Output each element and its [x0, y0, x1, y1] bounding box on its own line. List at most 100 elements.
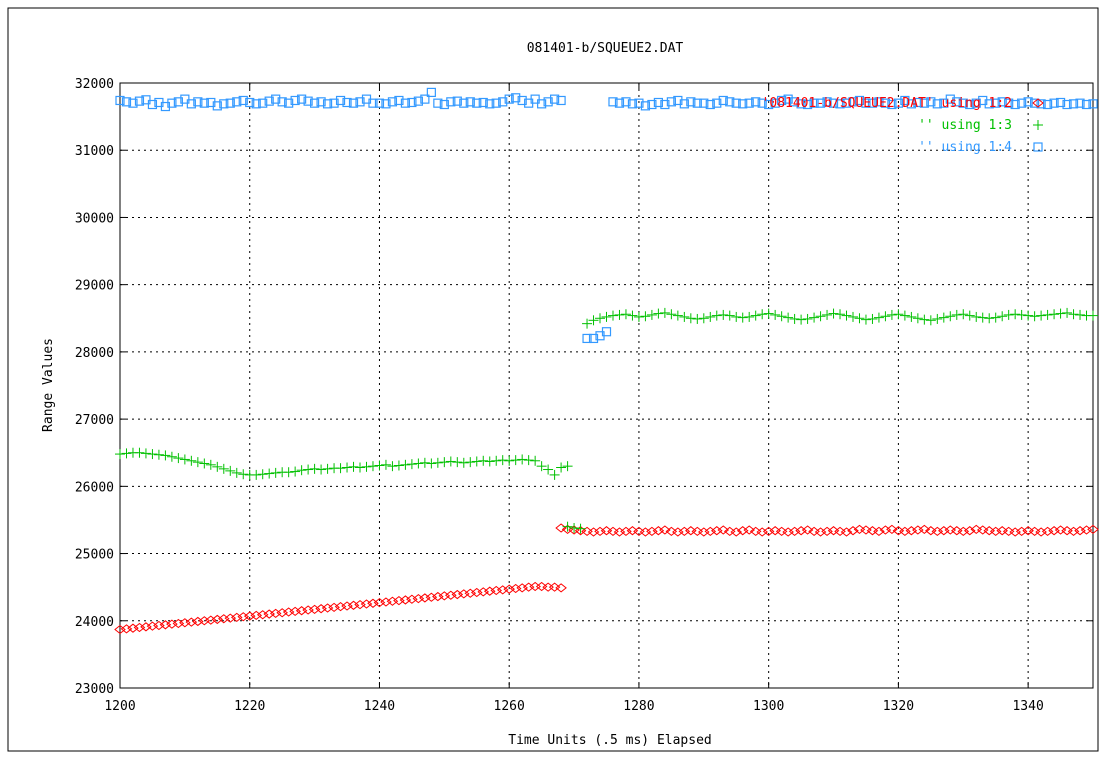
data-point [730, 527, 743, 537]
data-point [880, 311, 891, 322]
data-point [296, 465, 307, 476]
data-point [796, 99, 806, 109]
data-point [750, 310, 761, 321]
data-point [342, 462, 353, 473]
data-point [420, 94, 430, 104]
data-point [1087, 524, 1099, 534]
data-point [543, 97, 553, 107]
data-point [989, 526, 1002, 537]
data-point [809, 312, 820, 323]
legend-marker [1032, 98, 1044, 108]
data-point [290, 95, 300, 106]
data-point [478, 97, 488, 108]
data-point [367, 461, 378, 472]
data-point [419, 593, 431, 603]
legend-label: '' using 1:4 [918, 140, 1012, 155]
data-point [1036, 310, 1047, 321]
data-point [718, 95, 728, 106]
data-point [783, 312, 794, 323]
data-point [990, 312, 1001, 323]
data-point [470, 587, 483, 598]
data-point [744, 311, 755, 322]
data-point [673, 95, 683, 106]
data-point [601, 311, 612, 322]
data-point [121, 97, 132, 107]
data-point [861, 98, 871, 108]
data-point [127, 623, 139, 633]
data-point [893, 309, 904, 320]
data-point [926, 97, 936, 107]
data-point [952, 97, 962, 107]
data-point [173, 453, 184, 464]
data-point [387, 97, 398, 107]
data-point [115, 95, 125, 106]
data-point [1004, 98, 1014, 108]
data-point [186, 455, 197, 466]
data-point [705, 99, 715, 110]
data-point [271, 94, 281, 104]
data-point [653, 308, 664, 319]
data-point [245, 97, 255, 108]
data-point [886, 309, 897, 320]
data-point [627, 99, 638, 109]
data-point [192, 616, 204, 627]
data-point [219, 99, 229, 109]
data-point [250, 610, 263, 621]
data-point [472, 98, 482, 108]
data-point [744, 98, 754, 108]
data-point [295, 606, 308, 616]
data-point [931, 526, 944, 537]
data-point [166, 619, 178, 629]
data-point [879, 525, 892, 535]
data-point [120, 624, 133, 634]
data-point [698, 313, 709, 324]
data-point [1041, 526, 1054, 537]
data-point [445, 456, 456, 467]
data-point [491, 98, 501, 108]
legend-label: '' using 1:3 [918, 118, 1012, 133]
data-point [1075, 98, 1085, 108]
data-point [814, 527, 827, 537]
data-point [373, 597, 386, 608]
data-point [140, 448, 151, 459]
data-point [393, 595, 405, 606]
data-point [601, 327, 612, 337]
data-point [556, 462, 567, 473]
data-point [789, 313, 800, 324]
data-point [485, 99, 495, 109]
data-point [128, 98, 138, 108]
data-point [199, 458, 210, 469]
data-point [1010, 99, 1020, 110]
data-point [905, 526, 918, 536]
x-tick-label: 1340 [1012, 699, 1043, 714]
data-point [536, 461, 547, 472]
y-tick-label: 30000 [75, 211, 114, 226]
data-point [290, 466, 301, 477]
data-point [965, 99, 975, 110]
data-point [815, 98, 826, 108]
data-point [835, 99, 845, 109]
data-point [400, 98, 411, 108]
data-point [264, 96, 274, 106]
data-point [302, 605, 314, 615]
y-tick-label: 26000 [75, 480, 114, 495]
data-point [788, 526, 801, 537]
data-point [919, 314, 930, 325]
legend: '081401-b/SQUEUE2.DAT' using 1:2 '' using… [762, 96, 1044, 155]
data-point [537, 99, 547, 109]
data-point [335, 95, 346, 106]
data-point [322, 99, 333, 109]
y-tick-label: 27000 [75, 413, 114, 428]
data-point [900, 95, 910, 106]
data-point [199, 98, 209, 108]
data-point [503, 584, 516, 594]
data-point [802, 313, 813, 324]
data-point [328, 602, 340, 612]
data-point [867, 313, 878, 324]
data-point [490, 585, 503, 596]
data-point [413, 96, 423, 106]
data-point [115, 449, 125, 460]
data-point [984, 313, 995, 324]
data-point [316, 464, 327, 475]
data-point [530, 455, 541, 466]
